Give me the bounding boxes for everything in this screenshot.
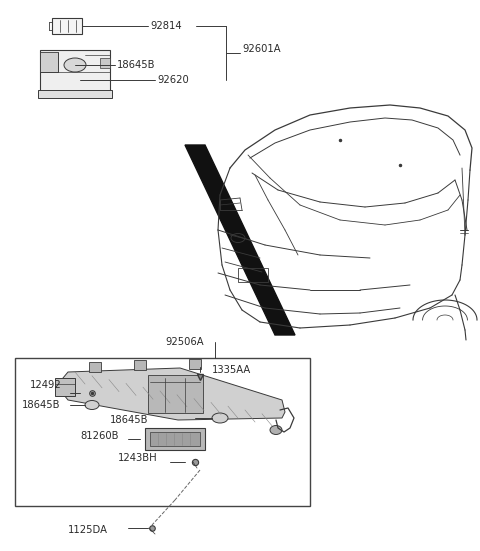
Bar	[15, 358, 310, 506]
Polygon shape	[185, 145, 295, 335]
Text: 92814: 92814	[150, 21, 181, 31]
Bar	[52, 18, 82, 34]
Text: 92506A: 92506A	[165, 337, 204, 347]
Text: 81260B: 81260B	[80, 431, 119, 441]
Ellipse shape	[270, 425, 282, 435]
Text: 18645B: 18645B	[22, 400, 60, 410]
Bar	[55, 378, 75, 396]
Text: 18645B: 18645B	[110, 415, 148, 425]
Text: 92620: 92620	[157, 75, 189, 85]
Bar	[134, 360, 146, 370]
Polygon shape	[58, 368, 285, 420]
Bar	[148, 375, 203, 413]
Ellipse shape	[212, 413, 228, 423]
Text: 1125DA: 1125DA	[68, 525, 108, 535]
Text: 18645B: 18645B	[117, 60, 156, 70]
Text: 92601A: 92601A	[242, 44, 281, 54]
Bar	[145, 428, 205, 450]
Bar	[100, 58, 110, 68]
Text: 1335AA: 1335AA	[212, 365, 251, 375]
Bar	[40, 50, 110, 95]
Ellipse shape	[85, 401, 99, 409]
Bar	[40, 52, 58, 72]
Bar	[189, 359, 201, 369]
Bar	[38, 90, 112, 98]
Text: 12492: 12492	[30, 380, 62, 390]
Bar	[238, 268, 268, 282]
Text: 1243BH: 1243BH	[118, 453, 157, 463]
Bar	[89, 362, 101, 372]
Bar	[150, 432, 200, 446]
Ellipse shape	[64, 58, 86, 72]
